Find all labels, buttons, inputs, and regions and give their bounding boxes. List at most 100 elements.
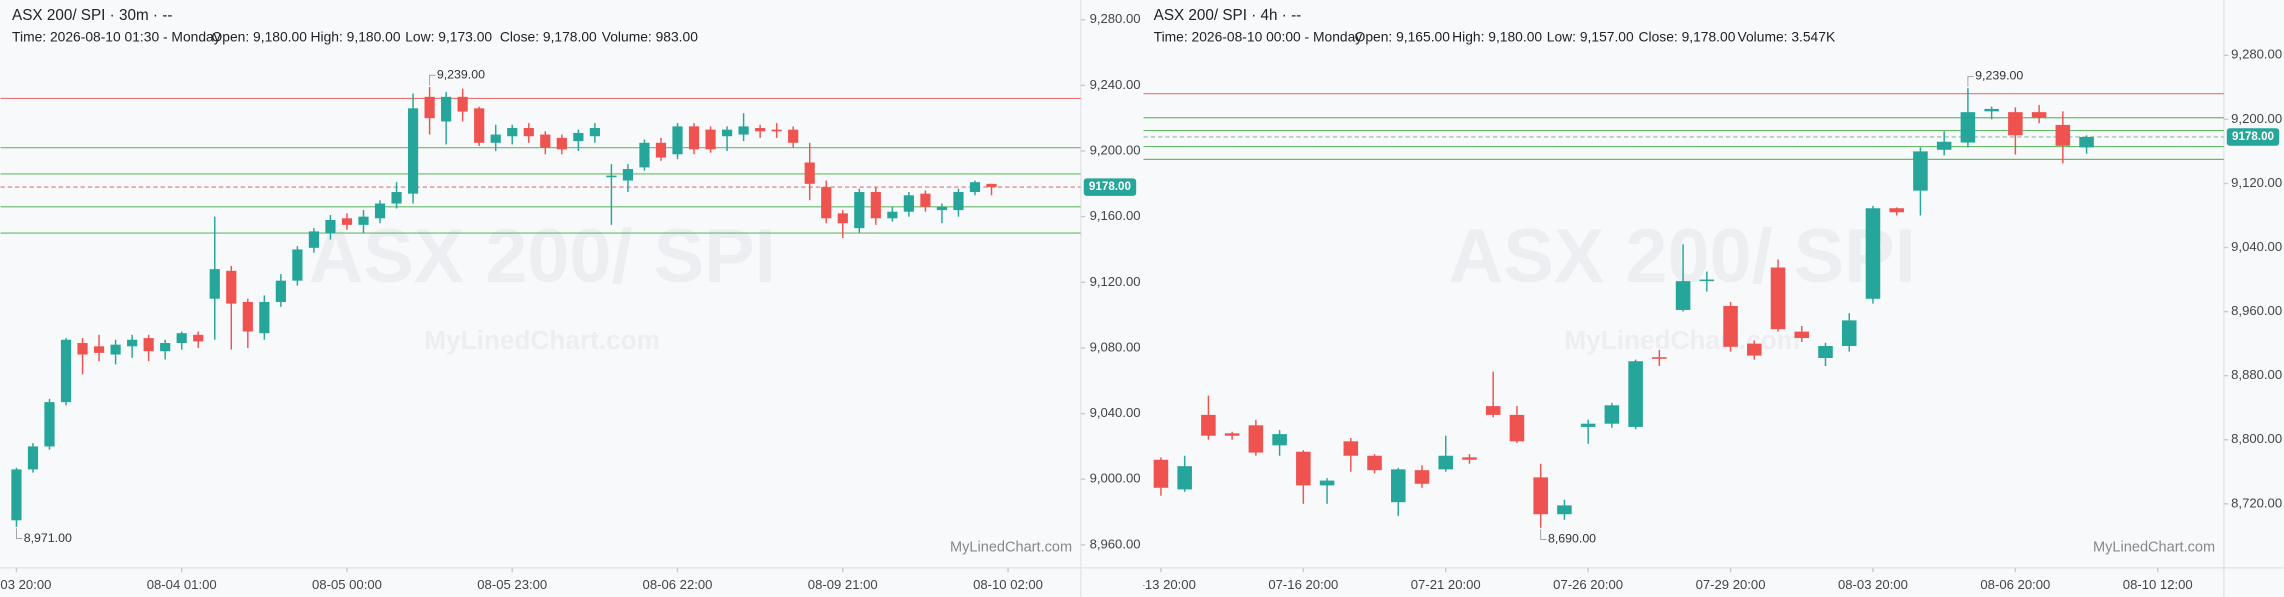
candle-body [771, 129, 782, 132]
candle-body [1153, 459, 1169, 488]
candle-body [953, 192, 964, 211]
y-tick-label: 9,160.00 [1090, 208, 1141, 223]
candle-body [1913, 151, 1928, 191]
y-tick-label: 8,880.00 [2231, 367, 2282, 382]
candle-body [738, 126, 749, 135]
info-item: Low: 9,157.00 [1547, 29, 1634, 45]
candle-body [655, 142, 667, 158]
candle-body [193, 334, 204, 342]
x-tick-label: 08-03 20:00 [1838, 577, 1908, 592]
candle-body [176, 333, 187, 344]
candle-body [606, 175, 617, 178]
candle-body [441, 96, 452, 122]
candle-body [1628, 361, 1643, 427]
candle-body [424, 96, 435, 119]
candle-body [540, 134, 551, 148]
info-item: Open: 9,165.00 [1355, 29, 1451, 45]
candle-body [127, 339, 138, 347]
candle-body [1177, 466, 1192, 490]
annotation-label: 8,971.00 [24, 531, 72, 545]
candle-body [1699, 279, 1715, 282]
candle-body [209, 269, 220, 299]
candle-body [1462, 457, 1477, 460]
y-tick-label: 8,960.00 [1090, 536, 1141, 551]
candle-body [903, 195, 914, 212]
candle-body [1770, 267, 1786, 330]
candle-body [556, 137, 567, 150]
x-tick-label: 08-03 20:00 [0, 577, 51, 592]
candle-body [1960, 112, 1976, 143]
candle-body [1818, 346, 1833, 359]
info-item: Volume: 983.00 [602, 29, 698, 45]
candle-body [1367, 455, 1382, 471]
candle-body [688, 126, 700, 150]
candle-body [11, 469, 22, 521]
x-tick-label: 08-05 00:00 [312, 577, 382, 592]
candle-body [2031, 112, 2047, 118]
x-tick-label: 08-10 12:00 [2123, 577, 2193, 592]
x-tick-label: 07-16 20:00 [1268, 577, 1338, 592]
chart-title: ASX 200/ SPI · 30m · -- [12, 7, 172, 24]
candle-body [887, 211, 898, 219]
chart-title: ASX 200/ SPI · 4h · -- [1154, 7, 1302, 24]
y-tick-label: 9,280.00 [1090, 11, 1141, 26]
candle-body [60, 339, 72, 403]
x-tick-label: 08-06 22:00 [643, 577, 713, 592]
annotation-pointer [1540, 529, 1547, 540]
candle-body [457, 96, 468, 112]
footer-brand: MyLinedChart.com [2093, 539, 2215, 555]
candle-body [1485, 406, 1501, 415]
x-tick-label: 08-09 21:00 [808, 577, 878, 592]
candle-body [1984, 108, 1999, 112]
candle-body [1533, 477, 1548, 515]
candle-body [1201, 414, 1216, 436]
candle-body [936, 206, 948, 211]
candle-body [1675, 281, 1691, 310]
watermark-site: MyLinedChart.com [1564, 325, 1800, 355]
candle-body [93, 346, 105, 353]
chart-panel: ASX 200/ SPI MyLinedChart.com 08-03 20:00 0… [0, 7, 1081, 592]
candle-body [1580, 423, 1596, 427]
annotation-pointer [429, 74, 436, 86]
candle-body [1319, 480, 1335, 486]
candle-body [622, 169, 634, 181]
info-item: Low: 9,173.00 [405, 29, 492, 45]
info-item: Time: 2026-08-10 00:00 - Monday [1154, 29, 1363, 45]
candle-body [1794, 331, 1810, 339]
candle-body [523, 128, 534, 137]
candle-body [490, 134, 501, 143]
y-tick-label: 8,960.00 [2231, 303, 2282, 318]
candle-body [920, 193, 931, 207]
candle-body [821, 187, 832, 219]
info-item: Close: 9,178.00 [1639, 29, 1736, 45]
y-tick-label: 8,720.00 [2231, 495, 2282, 510]
candle-body [2079, 136, 2094, 148]
candle-body [407, 108, 419, 194]
y-tick-label: 9,000.00 [1090, 471, 1141, 486]
annotation-label: 9,239.00 [1975, 69, 2023, 83]
x-tick-label: 08-05 23:00 [477, 577, 547, 592]
candle-body [969, 182, 981, 193]
candle-body [474, 108, 485, 143]
candle-body [1604, 405, 1620, 424]
candle-body [788, 129, 799, 143]
x-tick-label: 07-29 20:00 [1696, 577, 1766, 592]
candle-body [374, 203, 386, 219]
y-tick-label: 9,040.00 [1090, 405, 1141, 420]
y-tick-label: 9,040.00 [2231, 239, 2282, 254]
candle-body [27, 446, 39, 470]
candle-body [1509, 414, 1525, 442]
x-tick-label: 07-13 20:00 [1126, 577, 1196, 592]
candle-body [1248, 425, 1264, 453]
annotation-pointer [1967, 76, 1974, 87]
info-item: High: 9,180.00 [1452, 29, 1542, 45]
candle-body [44, 402, 55, 447]
candle-body [721, 129, 733, 137]
candle-body [292, 249, 303, 281]
info-item: Open: 9,180.00 [212, 29, 308, 45]
candle-body [110, 344, 121, 355]
annotation-label: 9,239.00 [437, 68, 485, 82]
candle-body [391, 192, 402, 204]
